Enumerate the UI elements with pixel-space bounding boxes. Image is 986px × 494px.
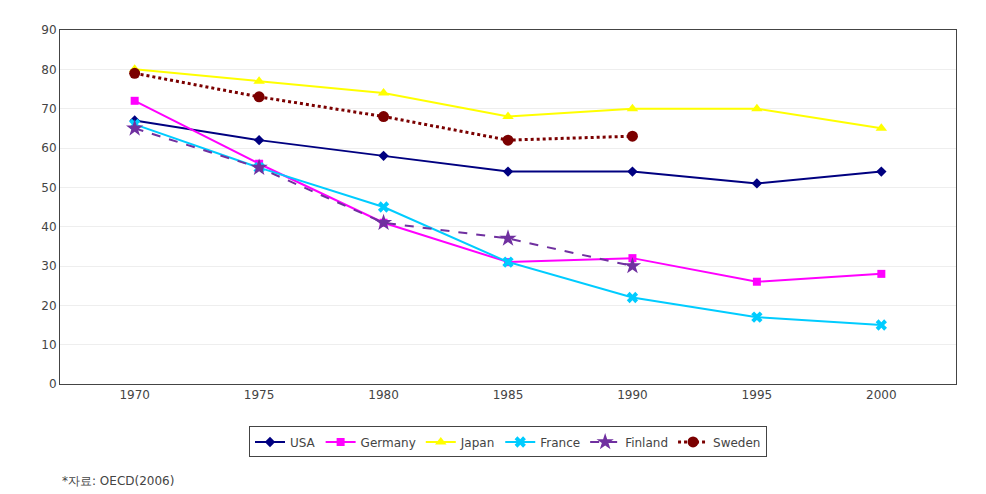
svg-text:70: 70 bbox=[41, 102, 56, 116]
svg-text:Finland: Finland bbox=[625, 436, 668, 450]
svg-text:1990: 1990 bbox=[617, 388, 648, 402]
svg-text:80: 80 bbox=[41, 63, 56, 77]
svg-text:1970: 1970 bbox=[119, 388, 150, 402]
svg-text:Japan: Japan bbox=[460, 436, 494, 450]
svg-text:1995: 1995 bbox=[742, 388, 773, 402]
svg-text:40: 40 bbox=[41, 220, 56, 234]
svg-text:France: France bbox=[540, 436, 580, 450]
svg-text:Germany: Germany bbox=[361, 436, 416, 450]
svg-text:*자료: OECD(2006): *자료: OECD(2006) bbox=[62, 474, 174, 488]
svg-text:2000: 2000 bbox=[866, 388, 897, 402]
svg-text:90: 90 bbox=[41, 23, 56, 37]
svg-text:10: 10 bbox=[41, 338, 56, 352]
svg-text:60: 60 bbox=[41, 141, 56, 155]
svg-text:Sweden: Sweden bbox=[713, 436, 760, 450]
svg-text:USA: USA bbox=[290, 436, 316, 450]
svg-text:20: 20 bbox=[41, 299, 56, 313]
svg-text:30: 30 bbox=[41, 259, 56, 273]
svg-text:0: 0 bbox=[49, 377, 57, 391]
svg-text:1980: 1980 bbox=[368, 388, 399, 402]
svg-text:50: 50 bbox=[41, 181, 56, 195]
svg-text:1975: 1975 bbox=[244, 388, 275, 402]
svg-text:1985: 1985 bbox=[493, 388, 524, 402]
